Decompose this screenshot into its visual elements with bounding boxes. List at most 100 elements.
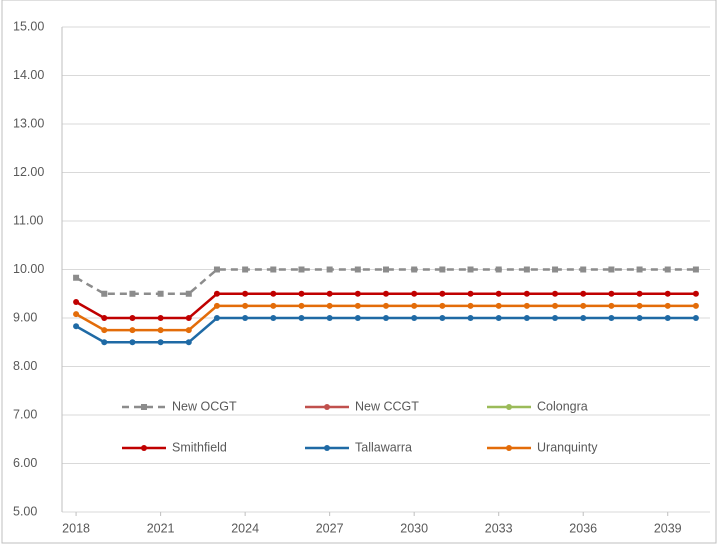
marker	[467, 290, 474, 297]
y-tick-label: 14.00	[13, 68, 44, 82]
x-tick-label: 2021	[147, 521, 175, 535]
x-tick-label: 2027	[316, 521, 344, 535]
marker	[185, 339, 192, 346]
marker	[552, 266, 559, 273]
legend-label: Tallawarra	[355, 440, 412, 454]
y-tick-label: 6.00	[13, 456, 37, 470]
marker	[101, 290, 108, 297]
marker	[552, 302, 559, 309]
y-tick-label: 9.00	[13, 310, 37, 324]
marker	[411, 266, 418, 273]
marker	[467, 302, 474, 309]
y-tick-label: 10.00	[13, 262, 44, 276]
marker	[157, 339, 164, 346]
marker	[298, 315, 305, 321]
marker	[213, 290, 220, 297]
x-tick-label: 2024	[231, 521, 259, 535]
marker	[552, 290, 559, 297]
marker	[73, 298, 80, 305]
marker	[692, 315, 699, 321]
marker	[495, 302, 502, 309]
legend-marker	[141, 404, 147, 410]
marker	[326, 302, 333, 309]
y-tick-label: 12.00	[13, 165, 44, 179]
marker	[270, 290, 277, 297]
marker	[242, 266, 249, 273]
marker	[467, 266, 474, 273]
marker	[439, 290, 446, 297]
marker	[608, 302, 615, 309]
legend-marker	[506, 445, 512, 451]
marker	[354, 302, 361, 309]
marker	[664, 302, 671, 309]
marker	[636, 290, 643, 297]
x-tick-label: 2036	[569, 521, 597, 535]
marker	[129, 339, 136, 346]
marker	[411, 302, 418, 309]
marker	[383, 290, 389, 297]
marker	[692, 302, 699, 309]
marker	[213, 266, 220, 273]
marker	[411, 315, 418, 321]
marker	[664, 315, 671, 321]
y-tick-label: 8.00	[13, 359, 37, 373]
marker	[242, 315, 249, 321]
marker	[354, 315, 361, 321]
x-tick-label: 2033	[485, 521, 513, 535]
marker	[608, 290, 615, 297]
marker	[383, 315, 389, 321]
marker	[580, 315, 587, 321]
marker	[495, 290, 502, 297]
marker	[213, 302, 220, 309]
marker	[129, 290, 136, 297]
marker	[73, 274, 80, 281]
marker	[580, 302, 587, 309]
x-tick-label: 2018	[62, 521, 90, 535]
marker	[608, 315, 615, 321]
marker	[552, 315, 559, 321]
marker	[495, 266, 502, 273]
marker	[383, 266, 389, 273]
legend-label: Uranquinty	[537, 440, 598, 454]
marker	[185, 327, 192, 334]
marker	[101, 339, 108, 346]
marker	[213, 315, 220, 321]
legend-marker	[506, 404, 512, 410]
marker	[101, 327, 108, 334]
marker	[383, 302, 389, 309]
marker	[495, 315, 502, 321]
marker	[354, 266, 361, 273]
legend-label: New OCGT	[172, 399, 237, 413]
y-tick-label: 5.00	[13, 504, 37, 518]
marker	[185, 290, 192, 297]
marker	[467, 315, 474, 321]
marker	[157, 290, 164, 297]
marker	[523, 290, 530, 297]
marker	[270, 266, 277, 273]
marker	[326, 290, 333, 297]
marker	[129, 327, 136, 334]
marker	[298, 290, 305, 297]
marker	[326, 315, 333, 321]
marker	[580, 290, 587, 297]
marker	[242, 290, 249, 297]
marker	[523, 315, 530, 321]
marker	[439, 266, 446, 273]
marker	[523, 302, 530, 309]
y-tick-label: 7.00	[13, 407, 37, 421]
legend-label: New CCGT	[355, 399, 419, 413]
y-tick-label: 11.00	[13, 213, 43, 227]
marker	[73, 323, 80, 330]
marker	[326, 266, 333, 273]
x-tick-label: 2039	[654, 521, 682, 535]
marker	[298, 302, 305, 309]
marker	[298, 266, 305, 273]
marker	[664, 266, 671, 273]
marker	[270, 302, 277, 309]
x-tick-label: 2030	[400, 521, 428, 535]
legend-marker	[324, 404, 330, 410]
marker	[73, 311, 80, 318]
marker	[411, 290, 418, 297]
y-tick-label: 13.00	[13, 116, 44, 130]
